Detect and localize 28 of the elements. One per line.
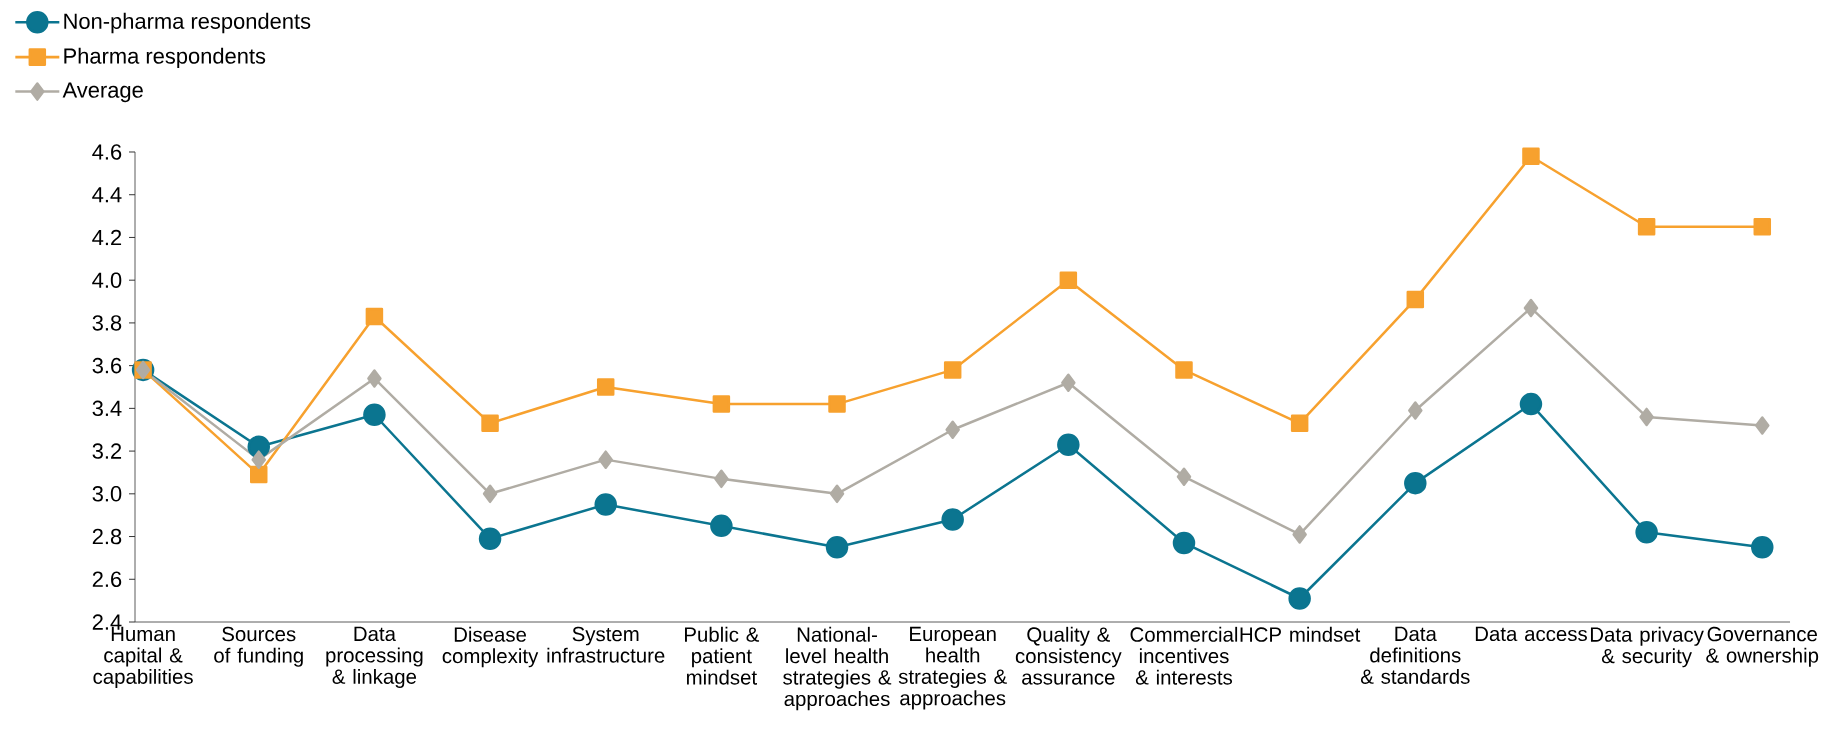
y-tick-label: 3.2 xyxy=(92,443,122,459)
x-tick-label: Data processing & linkage xyxy=(326,626,423,688)
y-tick-label: 2.8 xyxy=(92,528,122,545)
legend-label: Non-pharma respondents xyxy=(64,12,311,34)
x-tick-label: Commercial incentives & interests xyxy=(1130,626,1238,685)
y-tick-label: 4.2 xyxy=(92,229,122,246)
x-tick-label: HCP mindset xyxy=(1240,626,1361,642)
x-tick-label: Sources of funding xyxy=(214,626,303,667)
y-tick-label: 3.8 xyxy=(92,315,122,331)
y-tick-label: 2.6 xyxy=(92,571,122,588)
y-tick-label: 4.4 xyxy=(92,187,122,203)
x-tick-label: Data access xyxy=(1475,626,1587,642)
x-tick-label: System infrastructure xyxy=(547,626,665,663)
x-tick-label: Quality & consistency assurance xyxy=(1015,626,1122,685)
x-tick-label: Disease complexity xyxy=(442,626,539,668)
y-tick-label: 3.6 xyxy=(92,357,122,374)
legend-label: Average xyxy=(62,82,143,103)
x-tick-label: Data privacy & security xyxy=(1590,626,1704,668)
y-tick-label: 4.0 xyxy=(92,272,122,288)
y-tick-label: 4.6 xyxy=(92,144,122,160)
x-tick-label: Data definitions & standards xyxy=(1360,626,1470,684)
x-tick-label: Governance & ownership xyxy=(1706,626,1819,667)
x-tick-label: Public & patient mindset xyxy=(685,626,760,685)
x-tick-label: European health strategies & approaches xyxy=(898,626,1007,710)
legend-label: Pharma respondents xyxy=(64,47,266,69)
x-tick-label: National-level health strategies & approaches xyxy=(783,626,892,711)
y-tick-label: 3.0 xyxy=(92,486,122,502)
y-tick-label: 3.4 xyxy=(92,400,122,417)
